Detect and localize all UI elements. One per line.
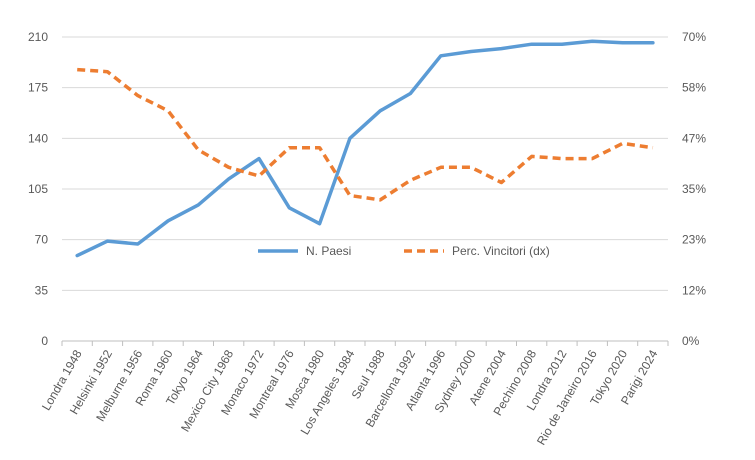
y-left-tick-label: 70 — [35, 233, 49, 247]
y-right-tick-label: 70% — [682, 30, 706, 44]
legend: N. Paesi Perc. Vincitori (dx) — [258, 244, 550, 258]
series-line-perc-vincitori — [77, 67, 654, 202]
y-right-tick-label: 12% — [682, 283, 706, 297]
gridlines — [62, 36, 668, 342]
right-y-axis-ticks: 0% 12% 23% 35% 47% 58% 70% — [682, 30, 706, 348]
y-left-tick-label: 140 — [28, 131, 48, 145]
legend-label: N. Paesi — [306, 244, 351, 258]
y-right-tick-label: 47% — [682, 131, 706, 145]
y-left-tick-label: 0 — [41, 334, 48, 348]
y-right-tick-label: 35% — [682, 182, 706, 196]
series-lines — [75, 39, 655, 258]
y-right-tick-label: 58% — [682, 81, 706, 95]
y-left-tick-label: 105 — [28, 182, 48, 196]
y-left-tick-label: 35 — [35, 283, 49, 297]
y-left-tick-label: 210 — [28, 30, 48, 44]
y-right-tick-label: 0% — [682, 334, 700, 348]
y-left-tick-label: 175 — [28, 81, 48, 95]
y-right-tick-label: 23% — [682, 233, 706, 247]
legend-label: Perc. Vincitori (dx) — [452, 244, 550, 258]
left-y-axis-ticks: 0 35 70 105 140 175 210 — [28, 30, 48, 348]
series-line-n-paesi — [75, 39, 655, 258]
